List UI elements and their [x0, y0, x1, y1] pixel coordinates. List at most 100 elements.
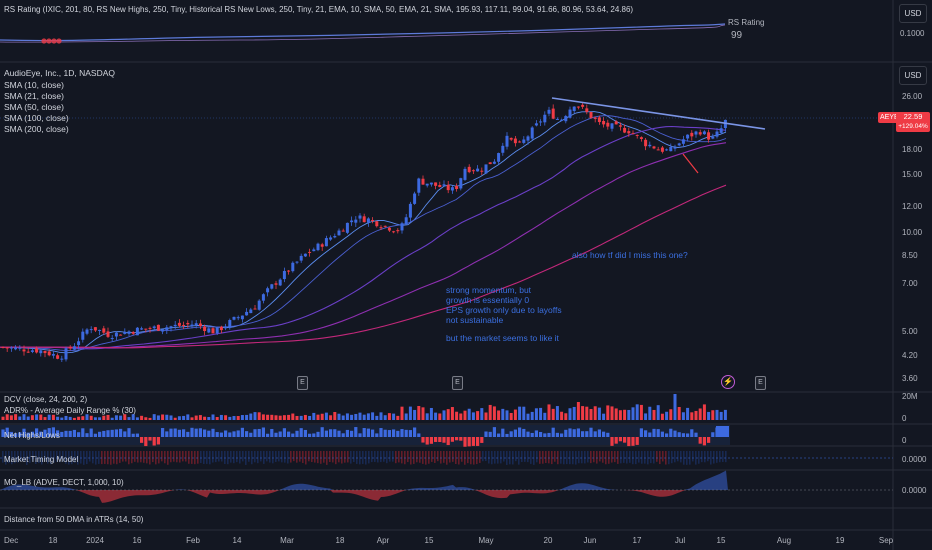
arrow-annotation[interactable]: [682, 153, 699, 174]
highlow-bar: [492, 427, 496, 437]
timing-bar: [254, 451, 256, 463]
sma-100-label[interactable]: SMA (100, close): [4, 113, 69, 123]
timing-bar: [182, 451, 184, 462]
timing-bar: [419, 451, 421, 463]
candle: [681, 135, 685, 148]
trendline[interactable]: [551, 97, 766, 130]
price-badge: 22.59 +129.04%: [896, 112, 930, 132]
timing-bar: [230, 451, 232, 463]
timing-bar: [620, 451, 622, 464]
candle: [719, 124, 723, 135]
earnings-badge[interactable]: E: [452, 376, 463, 390]
sma-line-1: [0, 111, 727, 354]
volume-bar: [627, 409, 631, 420]
candle: [177, 319, 181, 328]
highlow-bar: [270, 428, 274, 437]
volume-bar: [534, 408, 538, 420]
note-miss[interactable]: also how tf did I miss this one?: [572, 250, 688, 260]
highlow-bar: [463, 437, 467, 447]
currency-button-rs[interactable]: USD: [899, 4, 927, 23]
highlow-bar: [72, 429, 76, 437]
volume-bar: [463, 410, 467, 420]
candle: [648, 141, 652, 148]
sma-10-label[interactable]: SMA (10, close): [4, 80, 64, 90]
highlow-bar: [627, 437, 631, 447]
volume-bar: [198, 415, 202, 420]
volume-bar: [114, 415, 118, 420]
candle: [513, 136, 517, 147]
timing-bar: [407, 451, 409, 463]
timing-bar: [668, 451, 670, 465]
candle: [375, 220, 379, 228]
volume-bar: [177, 416, 181, 420]
timing-title[interactable]: Market Timing Model: [4, 455, 79, 464]
highlow-bar: [144, 437, 148, 447]
timing-bar: [683, 451, 685, 465]
note-momentum-line3[interactable]: EPS growth only due to layoffs: [446, 305, 562, 315]
sma-21-label[interactable]: SMA (21, close): [4, 91, 64, 101]
highlow-bar: [51, 427, 55, 437]
timing-bar: [8, 451, 10, 464]
highlow-bar: [560, 433, 564, 437]
highlow-bar: [618, 437, 622, 442]
volume-bar: [480, 408, 484, 420]
highlow-bar: [644, 430, 648, 437]
timing-bar: [524, 451, 526, 462]
lightning-icon[interactable]: ⚡: [721, 375, 735, 389]
timing-bar: [611, 451, 613, 463]
currency-button-main[interactable]: USD: [899, 66, 927, 85]
timing-bar: [305, 451, 307, 465]
candle: [236, 315, 240, 321]
candle: [135, 327, 139, 336]
candle: [543, 111, 547, 126]
rs-panel-title: RS Rating (IXIC, 201, 80, RS New Highs, …: [4, 5, 634, 14]
highlow-bar: [123, 431, 127, 437]
candle: [366, 217, 370, 227]
candle: [656, 146, 660, 151]
timing-bar: [38, 451, 40, 464]
timing-bar: [143, 451, 145, 463]
timing-bar: [722, 451, 724, 462]
timing-bar: [485, 451, 487, 462]
timing-bar: [137, 451, 139, 463]
highlow-bar: [135, 433, 139, 437]
timing-bar: [203, 451, 205, 464]
volume-bar: [686, 407, 690, 420]
volume-bar: [392, 413, 396, 420]
earnings-badge[interactable]: E: [297, 376, 308, 390]
note-momentum-line2[interactable]: growth is essentially 0: [446, 295, 530, 305]
symbol-title[interactable]: AudioEye, Inc., 1D, NASDAQ: [4, 68, 116, 78]
x-tick: 19: [835, 536, 845, 545]
highlow-bar: [291, 433, 295, 437]
highlow-bar: [555, 432, 559, 437]
highlow-title[interactable]: Net Highs/Lows: [4, 431, 61, 440]
timing-bar: [383, 451, 385, 462]
candle: [282, 267, 286, 283]
adr-title[interactable]: ADR% - Average Daily Range % (30): [4, 406, 136, 415]
sma-200-label[interactable]: SMA (200, close): [4, 124, 69, 134]
dcv-title[interactable]: DCV (close, 24, 200, 2): [4, 395, 88, 404]
volume-bar: [350, 414, 354, 420]
timing-bar: [47, 451, 49, 464]
timing-bar: [200, 451, 202, 463]
candle: [585, 104, 589, 115]
timing-bar: [224, 451, 226, 464]
rs-new-low-markers: [41, 38, 62, 44]
earnings-badge[interactable]: E: [755, 376, 766, 390]
note-market[interactable]: but the market seems to like it: [446, 333, 559, 343]
timing-bar: [632, 451, 634, 465]
sma-50-label[interactable]: SMA (50, close): [4, 102, 64, 112]
mo-title[interactable]: MO_LB (ADVE, DECT, 1,000, 10): [4, 478, 124, 487]
note-momentum-line4[interactable]: not sustainable: [446, 315, 504, 325]
timing-bar: [179, 451, 181, 463]
candle: [480, 167, 484, 175]
highlow-bar: [522, 428, 526, 437]
candle: [156, 324, 160, 331]
note-momentum-line1[interactable]: strong momentum, but: [446, 285, 532, 295]
volume-bar: [564, 413, 568, 420]
timing-bar: [41, 451, 43, 465]
dist-title[interactable]: Distance from 50 DMA in ATRs (14, 50): [4, 515, 144, 524]
volume-bar: [282, 415, 286, 420]
highlow-bar: [337, 430, 341, 437]
